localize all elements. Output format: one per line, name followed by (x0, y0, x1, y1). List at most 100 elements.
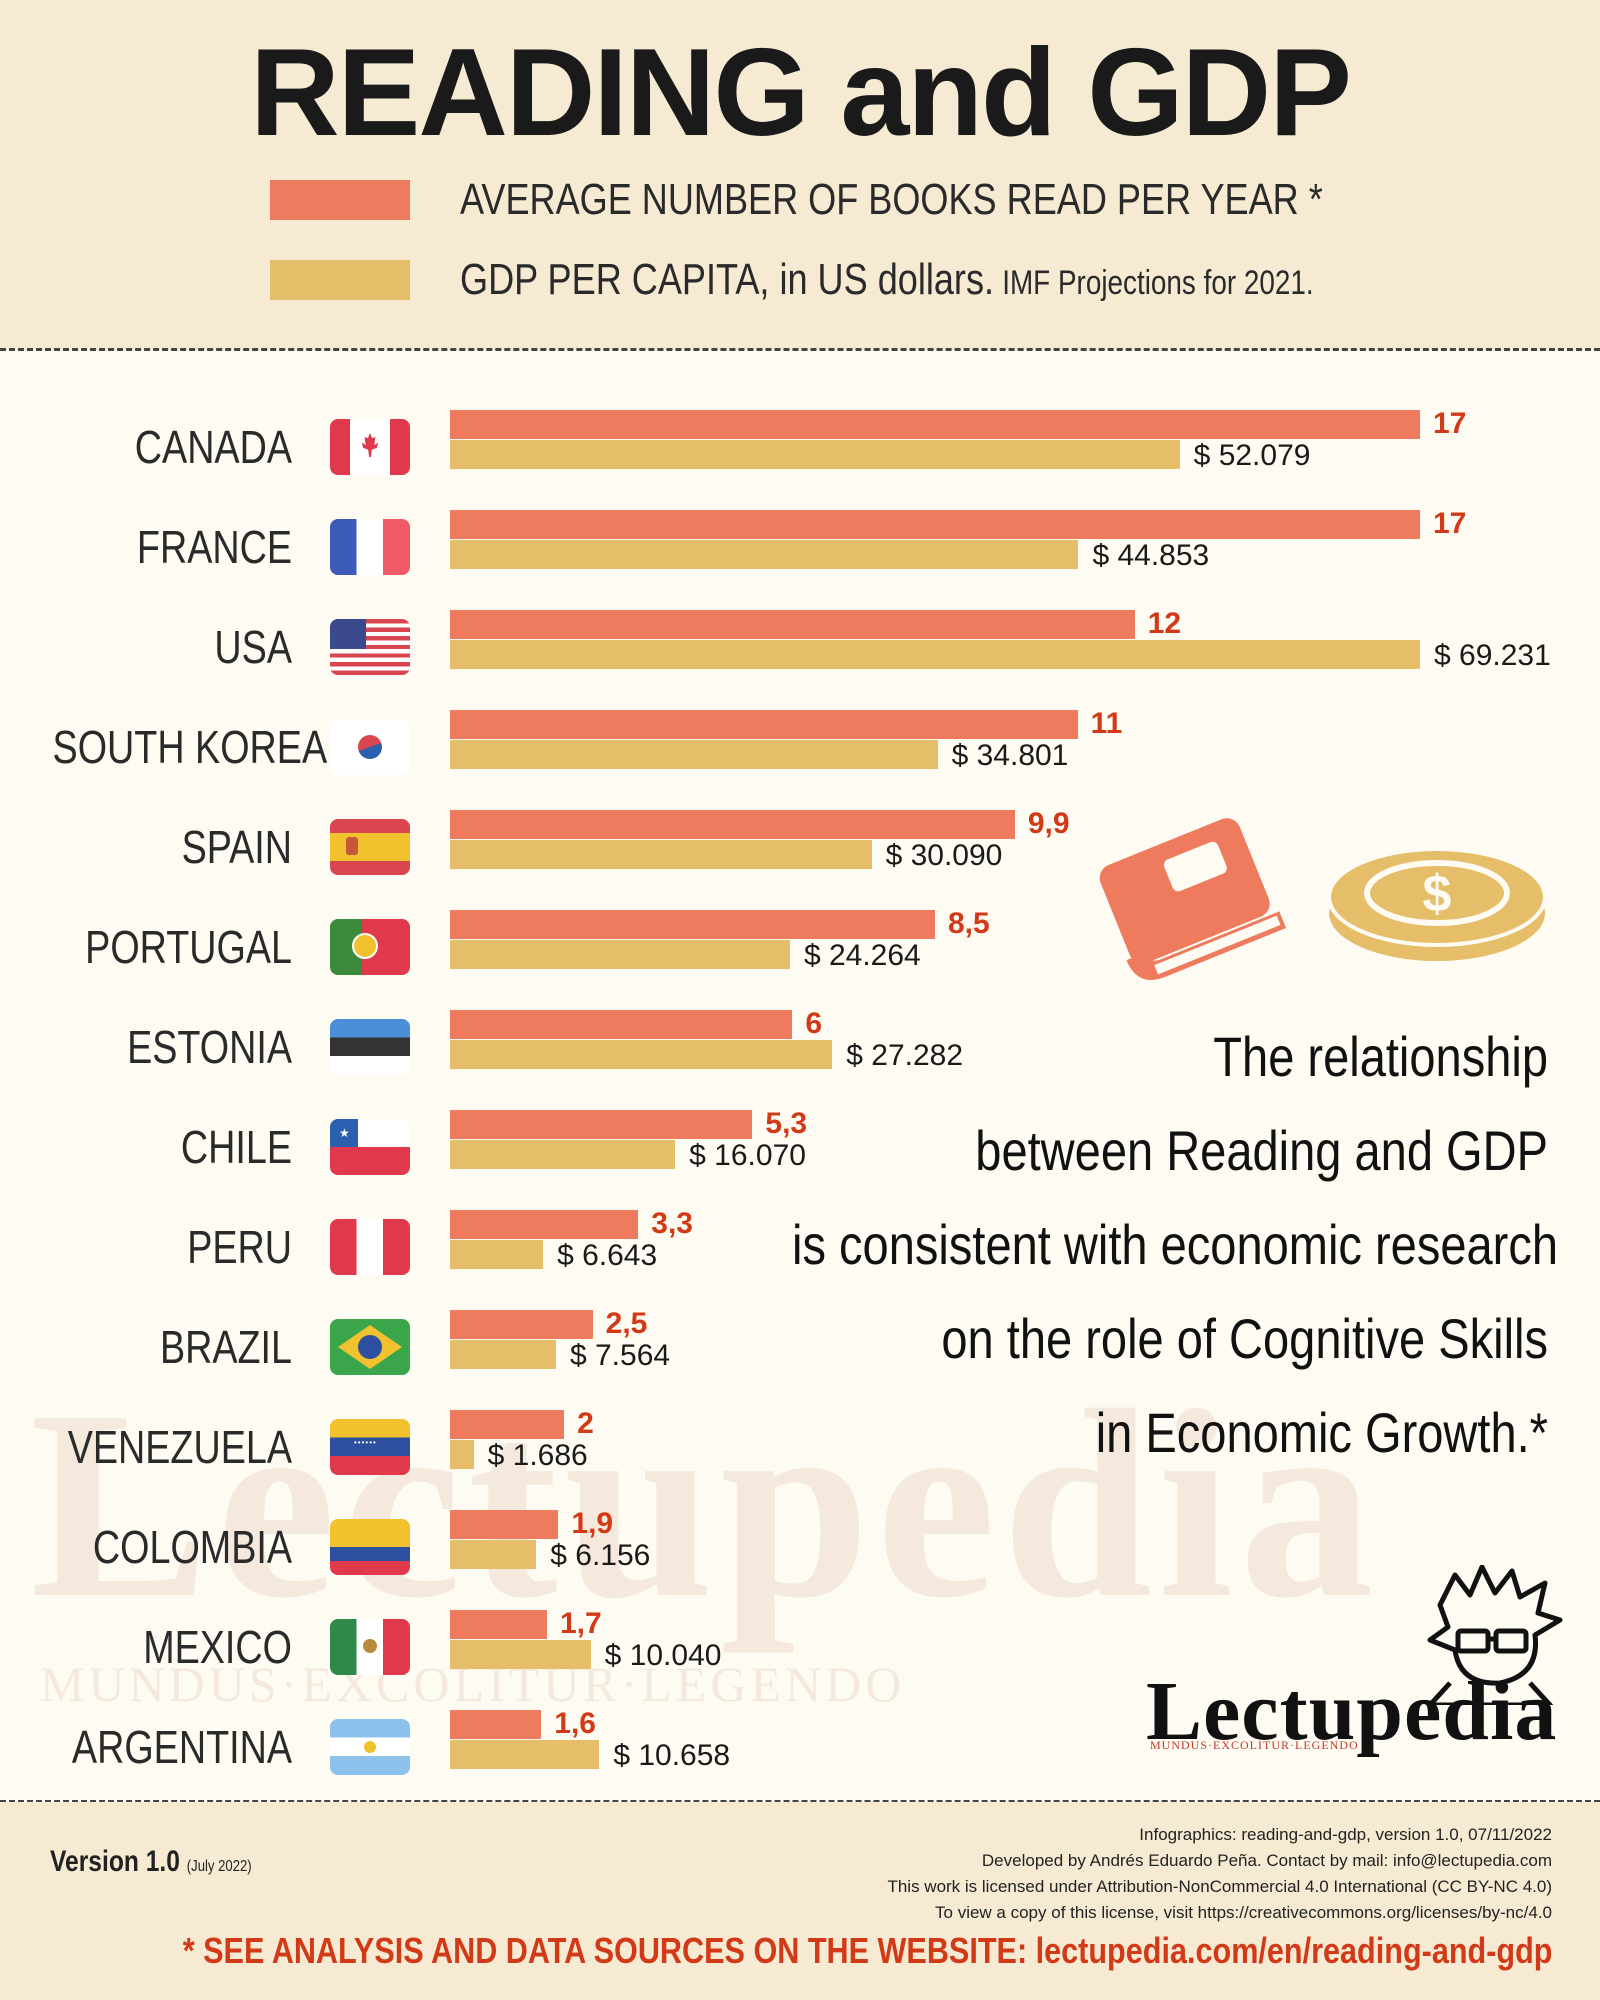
country-label: CANADA (134, 421, 292, 473)
quote-line: on the role of Cognitive Skills (941, 1307, 1548, 1370)
gdp-value-label: $ 44.853 (1092, 539, 1210, 572)
chile-flag: ★ (330, 1119, 410, 1175)
bar-gdp (450, 1340, 556, 1369)
legend-gdp: GDP PER CAPITA, in US dollars. IMF Projec… (270, 250, 1501, 310)
canada-flag (330, 419, 410, 475)
bar-books (450, 1010, 793, 1039)
quote: The relationship between Reading and GDP… (648, 1010, 1559, 1480)
credits: Infographics: reading-and-gdp, version 1… (887, 1822, 1552, 1926)
legend-books-label: AVERAGE NUMBER OF BOOKS READ PER YEAR * (460, 175, 1323, 224)
books-value-label: 2,5 (605, 1307, 648, 1340)
legend-gdp-text: GDP PER CAPITA, in US dollars. (460, 255, 995, 304)
gdp-value-label: $ 16.070 (689, 1139, 806, 1172)
bar-gdp (450, 1140, 676, 1169)
bar-books (450, 410, 1420, 439)
country-label: CHILE (180, 1121, 292, 1173)
books-value-label: 12 (1147, 607, 1182, 640)
peru-flag (330, 1219, 410, 1275)
books-value-label: 5,3 (765, 1107, 808, 1140)
bar-books (450, 1410, 565, 1439)
watermark-logo: Lectupedia (30, 1355, 1381, 1654)
bar-gdp (450, 1540, 537, 1569)
bar-books (450, 1610, 547, 1639)
divider-top (0, 348, 1600, 351)
credits-line: Infographics: reading-and-gdp, version 1… (1139, 1825, 1552, 1844)
bar-gdp (450, 1240, 544, 1269)
divider-bottom (0, 1800, 1600, 1803)
bar-gdp (450, 640, 1420, 669)
footer (0, 1802, 1600, 2000)
country-label: ESTONIA (127, 1021, 292, 1073)
bar-books (450, 510, 1420, 539)
books-value-label: 17 (1433, 407, 1467, 440)
country-label: MEXICO (143, 1621, 292, 1673)
coin-icon: $ (1327, 847, 1547, 961)
country-label: PORTUGAL (85, 921, 292, 973)
bar-gdp (450, 1640, 591, 1669)
gdp-value-label: $ 6.643 (557, 1239, 658, 1272)
quote-line: in Economic Growth.* (1095, 1401, 1548, 1464)
books-value-label: 1,6 (554, 1707, 596, 1740)
gdp-value-label: $ 1.686 (487, 1439, 588, 1472)
brazil-flag (330, 1319, 410, 1375)
france-flag (330, 519, 410, 575)
bar-gdp (450, 740, 938, 769)
version-label: Version 1.0 (July 2022) (50, 1845, 252, 1879)
country-label: FRANCE (136, 521, 292, 573)
books-value-label: 2 (577, 1407, 594, 1440)
bar-gdp (450, 940, 790, 969)
gdp-value-label: $ 7.564 (569, 1339, 671, 1372)
mexico-flag (330, 1619, 410, 1675)
quote-line: is consistent with economic research (792, 1213, 1559, 1276)
bar-books (450, 710, 1078, 739)
gdp-value-label: $ 52.079 (1193, 439, 1311, 472)
books-value-label: 3,3 (651, 1207, 693, 1240)
header (0, 0, 1600, 350)
books-value-label: 1,9 (571, 1507, 614, 1540)
legend-books: AVERAGE NUMBER OF BOOKS READ PER YEAR * (270, 170, 1512, 230)
quote-line: between Reading and GDP (975, 1119, 1548, 1182)
usa-flag (330, 619, 410, 675)
spain-flag (330, 819, 410, 875)
country-label: USA (214, 621, 292, 673)
credits-line: Developed by Andrés Eduardo Peña. Contac… (981, 1851, 1552, 1870)
gdp-value-label: $ 10.658 (613, 1739, 731, 1772)
country-label: ARGENTINA (71, 1721, 292, 1773)
gdp-value-label: $ 10.040 (604, 1639, 722, 1672)
quote-line: The relationship (1213, 1025, 1548, 1088)
gdp-value-label: $ 69.231 (1434, 639, 1551, 672)
credits-line: To view a copy of this license, visit ht… (935, 1903, 1552, 1922)
logo-text: Lectupedia (1146, 1665, 1558, 1758)
country-label: PERU (187, 1221, 292, 1273)
bar-gdp (450, 1740, 600, 1769)
books-value-label: 6 (805, 1007, 823, 1040)
bar-books (450, 810, 1015, 839)
bar-books (450, 610, 1135, 639)
south-korea-flag (330, 719, 410, 775)
gdp-value-label: $ 27.282 (846, 1039, 964, 1072)
sources-link[interactable]: * SEE ANALYSIS AND DATA SOURCES ON THE W… (182, 1930, 1552, 1971)
books-value-label: 17 (1433, 507, 1467, 540)
bar-books (450, 1110, 753, 1139)
books-value-label: 11 (1090, 707, 1123, 740)
svg-text:$: $ (1423, 865, 1452, 923)
legend-gdp-swatch (270, 260, 410, 300)
books-value-label: 9,9 (1027, 807, 1070, 840)
bar-gdp (450, 840, 872, 869)
bar-books (450, 1710, 542, 1739)
bar-books (450, 1210, 639, 1239)
page-title: READING and GDP (250, 24, 1352, 162)
bar-books (450, 910, 935, 939)
books-value-label: 8,5 (948, 907, 990, 940)
books-value-label: 1,7 (560, 1607, 602, 1640)
legend-gdp-label: GDP PER CAPITA, in US dollars. IMF Projec… (460, 255, 1314, 305)
portugal-flag (330, 919, 410, 975)
country-label: SOUTH KOREA (52, 721, 328, 773)
logo-motto: MUNDUS·EXCOLITUR·LEGENDO (1150, 1738, 1359, 1752)
gdp-value-label: $ 6.156 (550, 1539, 651, 1572)
country-label: SPAIN (181, 821, 292, 873)
bar-books (450, 1510, 559, 1539)
bar-gdp (450, 1440, 474, 1469)
bar-gdp (450, 540, 1079, 569)
venezuela-flag: •••••• (330, 1419, 410, 1475)
